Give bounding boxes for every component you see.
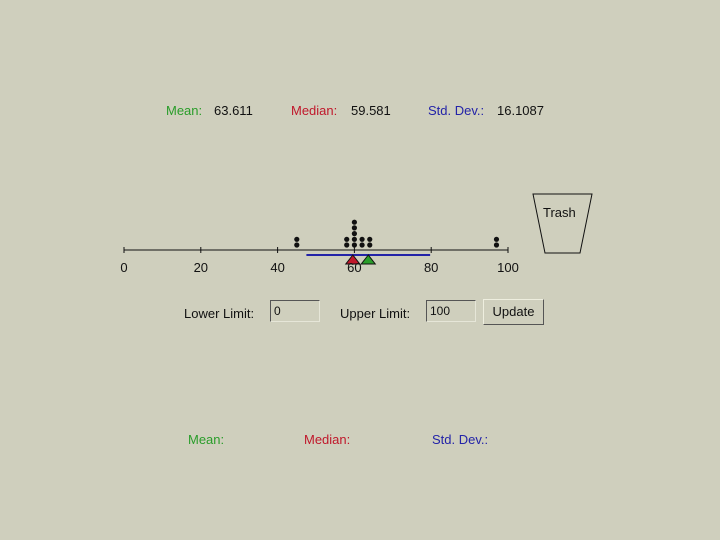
data-point[interactable] [344,236,350,242]
data-point[interactable] [367,236,373,242]
data-points[interactable] [294,219,500,248]
data-point[interactable] [294,236,300,242]
upper-limit-label: Upper Limit: [340,306,411,321]
trash-label: Trash [543,205,576,220]
upper-limit-field[interactable]: 100 [426,300,476,322]
axis-tick-label: 40 [270,260,285,275]
axis-tick-label: 100 [497,260,519,275]
axis-tick-label: 60 [347,260,362,275]
bottom-std-dev-label: Std. Dev.: [432,432,489,447]
data-point[interactable] [351,231,357,237]
data-point[interactable] [351,236,357,242]
mean-marker[interactable] [360,254,377,265]
axis-tick-label: 20 [193,260,209,275]
axis-tick-label: 80 [423,260,439,275]
bottom-median-label: Median: [304,432,351,447]
data-point[interactable] [351,242,357,248]
data-point[interactable] [359,236,365,242]
std-dev-value: 16.1087 [497,103,544,118]
lower-limit-field[interactable]: 0 [270,300,320,322]
bottom-mean-label: Mean: [188,432,225,447]
data-point[interactable] [359,242,365,248]
data-point[interactable] [351,225,357,231]
data-point[interactable] [351,219,357,225]
std-dev-label: Std. Dev.: [428,103,485,118]
lower-limit-label: Lower Limit: [184,306,255,321]
data-point[interactable] [493,236,500,242]
data-point[interactable] [294,242,300,248]
axis-tick-label: 0 [120,260,128,275]
mean-value: 63.611 [214,103,253,118]
data-point[interactable] [367,242,373,248]
median-label: Median: [291,103,338,118]
mean-label: Mean: [166,103,203,118]
data-point[interactable] [493,242,500,248]
trash-bin[interactable] [532,193,593,254]
data-point[interactable] [344,242,350,248]
median-marker[interactable] [344,254,361,265]
update-button[interactable]: Update [483,299,544,325]
median-value: 59.581 [351,103,391,118]
axis-ticks [123,247,509,253]
